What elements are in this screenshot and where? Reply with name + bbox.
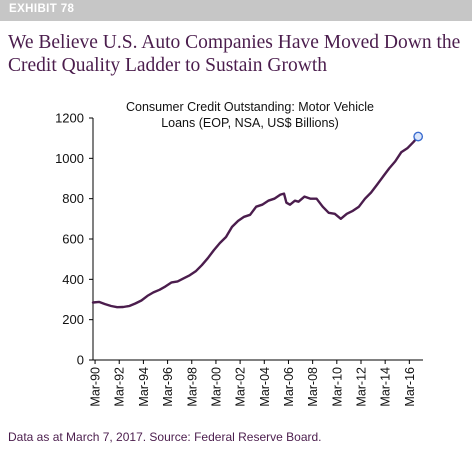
y-tick-label: 400	[62, 272, 84, 287]
y-tick-label: 1200	[55, 111, 84, 126]
x-tick-label: Mar-98	[185, 367, 199, 407]
y-tick-label: 1000	[55, 151, 84, 166]
y-tick-label: 800	[62, 191, 84, 206]
x-tick-label: Mar-92	[113, 367, 127, 407]
title-line-2: Credit Quality Ladder to Sustain Growth	[8, 55, 327, 76]
end-point-marker	[413, 131, 424, 142]
y-axis-ticks: 0 200 400 600 800 1000 1200	[55, 111, 93, 368]
page-title: We Believe U.S. Auto Companies Have Move…	[8, 31, 468, 77]
x-tick-label: Mar-94	[137, 367, 151, 407]
chart-title-line-1: Consumer Credit Outstanding: Motor Vehic…	[126, 100, 374, 114]
series-group	[91, 131, 424, 309]
x-tick-label: Mar-04	[258, 367, 272, 407]
x-tick-label: Mar-00	[209, 367, 223, 407]
x-tick-label: Mar-06	[282, 367, 296, 407]
exhibit-label: EXHIBIT 78	[9, 3, 75, 15]
chart-axes	[92, 118, 423, 361]
title-line-1: We Believe U.S. Auto Companies Have Move…	[8, 32, 461, 53]
exhibit-header-bar	[0, 0, 472, 21]
x-tick-label: Mar-10	[330, 367, 344, 407]
x-tick-label: Mar-08	[306, 367, 320, 407]
y-tick-label: 0	[77, 353, 84, 368]
y-tick-label: 200	[62, 312, 84, 327]
x-tick-label: Mar-16	[403, 367, 417, 407]
x-tick-label: Mar-96	[161, 367, 175, 407]
series-line	[91, 135, 420, 309]
y-tick-label: 600	[62, 232, 84, 247]
x-tick-label: Mar-02	[234, 367, 248, 407]
chart-title-line-2: Loans (EOP, NSA, US$ Billions)	[161, 116, 339, 130]
footnote-source: Data as at March 7, 2017. Source: Federa…	[8, 430, 322, 444]
x-tick-label: Mar-90	[89, 367, 103, 407]
x-axis-ticks: Mar-90 Mar-92 Mar-94 Mar-96 Mar-98 Mar-00 Mar-…	[89, 360, 417, 407]
x-tick-label: Mar-12	[354, 367, 368, 407]
x-tick-label: Mar-14	[379, 367, 393, 407]
